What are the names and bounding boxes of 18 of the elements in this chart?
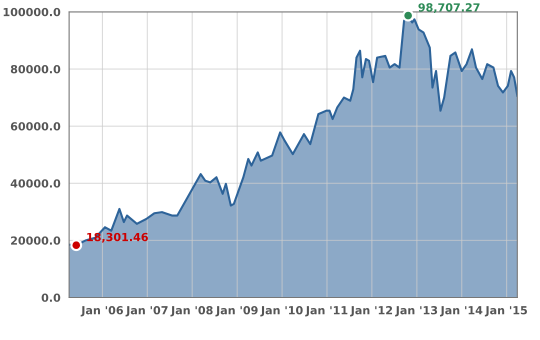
annotation: 18,301.46: [87, 232, 148, 243]
x-tick-label: Jan '08: [170, 306, 213, 316]
x-tick-label: Jan '12: [350, 306, 392, 316]
x-tick-label: Jan '13: [395, 306, 438, 316]
x-tick-label: Jan '14: [440, 306, 482, 316]
y-tick-label: 20000.0: [11, 236, 60, 245]
y-tick-label: 60000.0: [10, 122, 60, 131]
x-tick-label: Jan '10: [260, 306, 303, 316]
y-tick-label: 100000.0: [4, 8, 60, 16]
x-tick-label: Jan '06: [80, 306, 123, 316]
annotation: 98,707.27: [418, 3, 480, 14]
x-tick-label: Jan '09: [215, 306, 258, 316]
y-tick-label: 80000.0: [10, 64, 60, 74]
x-tick-label: Jan '07: [126, 306, 168, 316]
x-tick-label: Jan '11: [305, 306, 348, 316]
x-tick-label: Jan '15: [484, 306, 527, 316]
y-tick-label: 40000.0: [10, 179, 60, 188]
y-tick-label: 0.0: [42, 293, 60, 302]
